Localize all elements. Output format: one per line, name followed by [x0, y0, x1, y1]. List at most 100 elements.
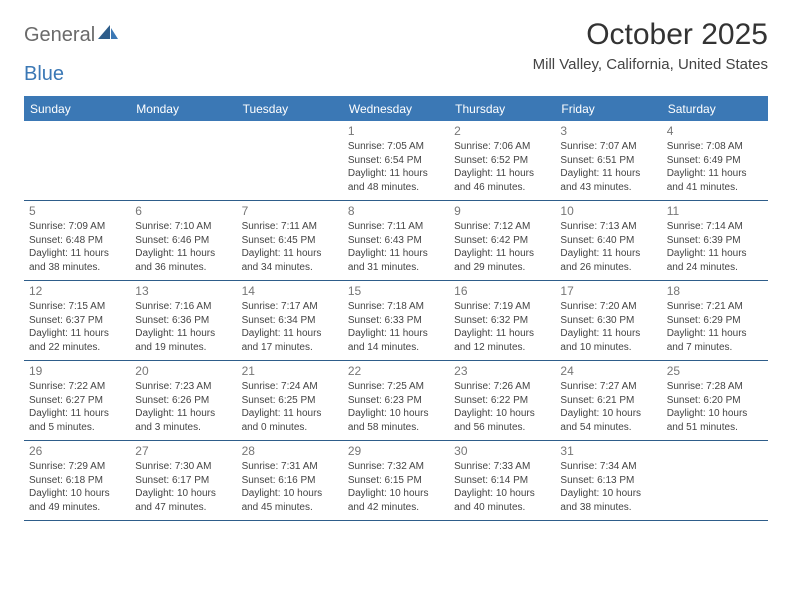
- daylight-line-1: Daylight: 11 hours: [242, 327, 338, 341]
- day-number: 19: [29, 364, 125, 378]
- daylight-line-1: Daylight: 11 hours: [560, 167, 656, 181]
- day-cell: 8 Sunrise: 7:11 AMSunset: 6:43 PMDaylight…: [343, 201, 449, 280]
- daylight-line-2: and 41 minutes.: [667, 181, 763, 195]
- day-cell: 18Sunrise: 7:21 AMSunset: 6:29 PMDayligh…: [662, 281, 768, 360]
- sunset-line: Sunset: 6:18 PM: [29, 474, 125, 488]
- sunset-line: Sunset: 6:40 PM: [560, 234, 656, 248]
- sunrise-line: Sunrise: 7:28 AM: [667, 380, 763, 394]
- day-number: 1: [348, 124, 444, 138]
- sunset-line: Sunset: 6:26 PM: [135, 394, 231, 408]
- day-cell: 13Sunrise: 7:16 AMSunset: 6:36 PMDayligh…: [130, 281, 236, 360]
- sunrise-line: Sunrise: 7:11 AM: [242, 220, 338, 234]
- location-subtitle: Mill Valley, California, United States: [533, 56, 768, 73]
- sunrise-line: Sunrise: 7:22 AM: [29, 380, 125, 394]
- day-number: 3: [560, 124, 656, 138]
- day-number: 12: [29, 284, 125, 298]
- sunrise-line: Sunrise: 7:13 AM: [560, 220, 656, 234]
- sunrise-line: Sunrise: 7:09 AM: [29, 220, 125, 234]
- weekday-header: Friday: [555, 98, 661, 121]
- day-cell: 31Sunrise: 7:34 AMSunset: 6:13 PMDayligh…: [555, 441, 661, 520]
- sunset-line: Sunset: 6:36 PM: [135, 314, 231, 328]
- day-number: 4: [667, 124, 763, 138]
- daylight-line-2: and 51 minutes.: [667, 421, 763, 435]
- sunset-line: Sunset: 6:17 PM: [135, 474, 231, 488]
- week-row: 26Sunrise: 7:29 AMSunset: 6:18 PMDayligh…: [24, 441, 768, 521]
- daylight-line-1: Daylight: 11 hours: [560, 327, 656, 341]
- sunrise-line: Sunrise: 7:25 AM: [348, 380, 444, 394]
- day-number: 7: [242, 204, 338, 218]
- day-number: 5: [29, 204, 125, 218]
- daylight-line-1: Daylight: 11 hours: [348, 327, 444, 341]
- day-number: 15: [348, 284, 444, 298]
- daylight-line-1: Daylight: 11 hours: [29, 327, 125, 341]
- weekday-header: Thursday: [449, 98, 555, 121]
- daylight-line-2: and 31 minutes.: [348, 261, 444, 275]
- weekday-header: Wednesday: [343, 98, 449, 121]
- daylight-line-2: and 47 minutes.: [135, 501, 231, 515]
- daylight-line-2: and 58 minutes.: [348, 421, 444, 435]
- day-number: 9: [454, 204, 550, 218]
- day-number: 8: [348, 204, 444, 218]
- weekday-header: Monday: [130, 98, 236, 121]
- daylight-line-1: Daylight: 10 hours: [348, 407, 444, 421]
- daylight-line-1: Daylight: 11 hours: [135, 247, 231, 261]
- day-cell: 11Sunrise: 7:14 AMSunset: 6:39 PMDayligh…: [662, 201, 768, 280]
- day-cell: 25Sunrise: 7:28 AMSunset: 6:20 PMDayligh…: [662, 361, 768, 440]
- logo-sail-icon: [97, 24, 119, 47]
- month-title: October 2025: [533, 18, 768, 52]
- sunset-line: Sunset: 6:39 PM: [667, 234, 763, 248]
- day-number: 18: [667, 284, 763, 298]
- sunset-line: Sunset: 6:37 PM: [29, 314, 125, 328]
- day-cell: 29Sunrise: 7:32 AMSunset: 6:15 PMDayligh…: [343, 441, 449, 520]
- day-cell: 16Sunrise: 7:19 AMSunset: 6:32 PMDayligh…: [449, 281, 555, 360]
- daylight-line-1: Daylight: 11 hours: [348, 247, 444, 261]
- sunrise-line: Sunrise: 7:10 AM: [135, 220, 231, 234]
- day-number: 23: [454, 364, 550, 378]
- sunrise-line: Sunrise: 7:14 AM: [667, 220, 763, 234]
- daylight-line-1: Daylight: 10 hours: [135, 487, 231, 501]
- sunrise-line: Sunrise: 7:19 AM: [454, 300, 550, 314]
- sunrise-line: Sunrise: 7:24 AM: [242, 380, 338, 394]
- daylight-line-2: and 46 minutes.: [454, 181, 550, 195]
- day-number: 27: [135, 444, 231, 458]
- sunset-line: Sunset: 6:27 PM: [29, 394, 125, 408]
- daylight-line-1: Daylight: 11 hours: [667, 167, 763, 181]
- sunrise-line: Sunrise: 7:21 AM: [667, 300, 763, 314]
- sunrise-line: Sunrise: 7:17 AM: [242, 300, 338, 314]
- daylight-line-2: and 26 minutes.: [560, 261, 656, 275]
- sunrise-line: Sunrise: 7:18 AM: [348, 300, 444, 314]
- sunrise-line: Sunrise: 7:27 AM: [560, 380, 656, 394]
- daylight-line-1: Daylight: 10 hours: [560, 487, 656, 501]
- day-cell: 28Sunrise: 7:31 AMSunset: 6:16 PMDayligh…: [237, 441, 343, 520]
- daylight-line-1: Daylight: 11 hours: [242, 407, 338, 421]
- daylight-line-2: and 36 minutes.: [135, 261, 231, 275]
- daylight-line-1: Daylight: 11 hours: [29, 407, 125, 421]
- sunset-line: Sunset: 6:21 PM: [560, 394, 656, 408]
- daylight-line-1: Daylight: 11 hours: [135, 327, 231, 341]
- sunset-line: Sunset: 6:54 PM: [348, 154, 444, 168]
- sunset-line: Sunset: 6:43 PM: [348, 234, 444, 248]
- sunset-line: Sunset: 6:32 PM: [454, 314, 550, 328]
- day-cell: 17Sunrise: 7:20 AMSunset: 6:30 PMDayligh…: [555, 281, 661, 360]
- daylight-line-1: Daylight: 11 hours: [454, 167, 550, 181]
- daylight-line-1: Daylight: 10 hours: [454, 487, 550, 501]
- sunrise-line: Sunrise: 7:06 AM: [454, 140, 550, 154]
- sunset-line: Sunset: 6:42 PM: [454, 234, 550, 248]
- daylight-line-2: and 5 minutes.: [29, 421, 125, 435]
- sunrise-line: Sunrise: 7:30 AM: [135, 460, 231, 474]
- sunrise-line: Sunrise: 7:11 AM: [348, 220, 444, 234]
- daylight-line-2: and 48 minutes.: [348, 181, 444, 195]
- day-cell: 15Sunrise: 7:18 AMSunset: 6:33 PMDayligh…: [343, 281, 449, 360]
- logo: General: [24, 18, 121, 47]
- daylight-line-2: and 29 minutes.: [454, 261, 550, 275]
- week-row: 19Sunrise: 7:22 AMSunset: 6:27 PMDayligh…: [24, 361, 768, 441]
- day-number: 17: [560, 284, 656, 298]
- sunrise-line: Sunrise: 7:15 AM: [29, 300, 125, 314]
- day-number: 24: [560, 364, 656, 378]
- daylight-line-1: Daylight: 11 hours: [29, 247, 125, 261]
- daylight-line-2: and 12 minutes.: [454, 341, 550, 355]
- day-number: 30: [454, 444, 550, 458]
- day-cell: 27 Sunrise: 7:30 AMSunset: 6:17 PMDayligh…: [130, 441, 236, 520]
- day-cell: 12 Sunrise: 7:15 AMSunset: 6:37 PMDayligh…: [24, 281, 130, 360]
- daylight-line-1: Daylight: 10 hours: [29, 487, 125, 501]
